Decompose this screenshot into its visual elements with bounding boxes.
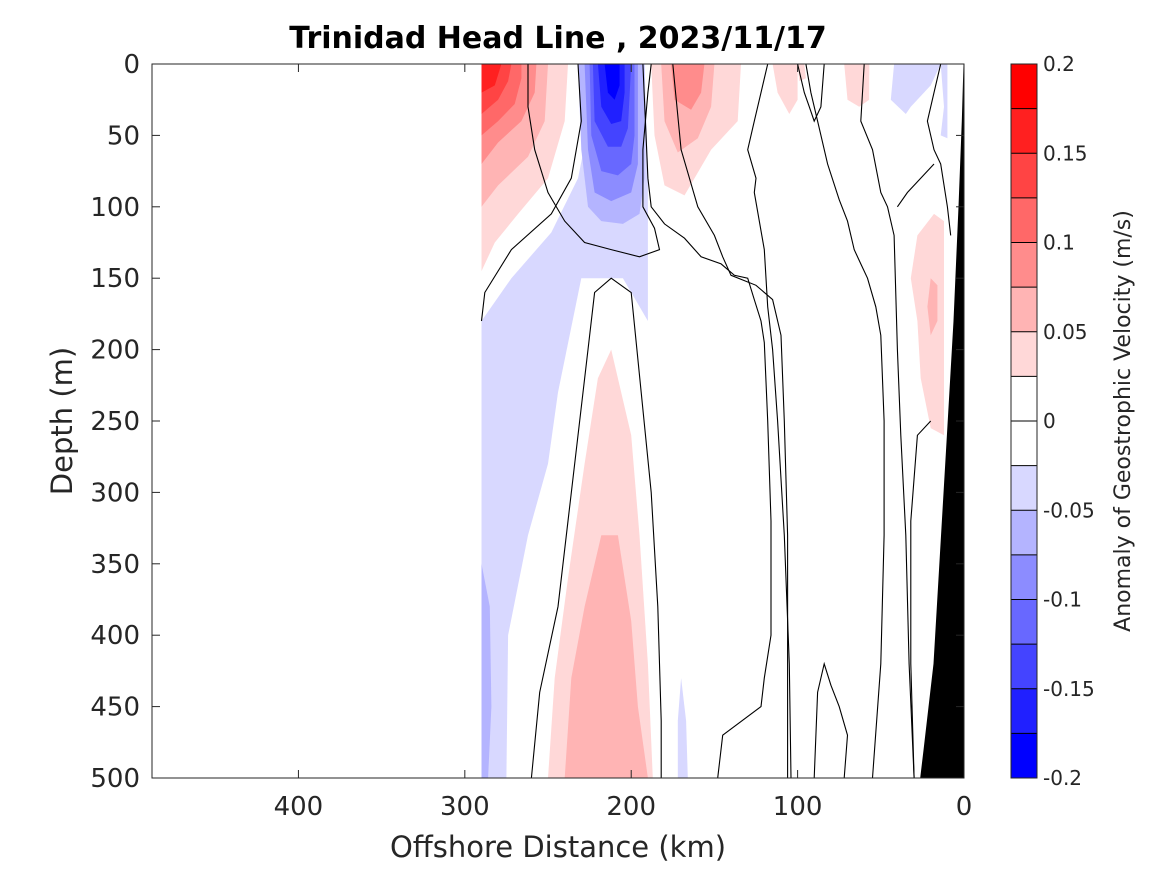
y-tick-label: 350 bbox=[90, 550, 140, 580]
colorbar-tick-label: 0.05 bbox=[1043, 320, 1088, 344]
colorbar-swatch bbox=[1011, 242, 1037, 288]
colorbar-swatch bbox=[1011, 197, 1037, 243]
x-tick-label: 400 bbox=[274, 792, 324, 822]
zero-contour-line bbox=[860, 63, 915, 779]
contour-band-deep-negative-inner bbox=[481, 563, 492, 778]
colorbar-tick-label: 0.1 bbox=[1043, 231, 1075, 255]
y-tick-label: 50 bbox=[107, 121, 140, 151]
contour-band-patch-1 bbox=[772, 64, 798, 114]
y-tick-label: 500 bbox=[90, 764, 140, 794]
chart-title: Trinidad Head Line , 2023/11/17 bbox=[289, 21, 826, 56]
contour-band-nearshore-negative-2 bbox=[940, 64, 948, 139]
zero-contour-line bbox=[797, 63, 825, 123]
zero-contour-line bbox=[747, 63, 792, 779]
colorbar-swatch bbox=[1011, 733, 1037, 778]
contour-band-nearshore-positive-1 bbox=[910, 213, 944, 436]
colorbar-tick-label: -0.15 bbox=[1043, 677, 1095, 701]
zero-contour-line bbox=[926, 63, 952, 236]
contour-band-deep-positive-core bbox=[564, 535, 648, 778]
colorbar-tick-label: 0 bbox=[1043, 409, 1056, 433]
colorbar-tick-label: 0.2 bbox=[1043, 52, 1075, 76]
y-tick-label: 200 bbox=[90, 336, 140, 366]
colorbar-swatch bbox=[1011, 465, 1037, 511]
colorbar: 0.2 0.15 0.1 0.05 0 -0.05 -0.1 -0.15 -0.2 bbox=[1010, 52, 1095, 790]
colorbar-tick-label: -0.05 bbox=[1043, 498, 1095, 522]
y-tick-label: 450 bbox=[90, 693, 140, 723]
x-tick-label: 200 bbox=[606, 792, 656, 822]
colorbar-frame bbox=[1010, 63, 1038, 779]
x-axis-title: Offshore Distance (km) bbox=[390, 830, 726, 864]
zero-contour-line bbox=[813, 661, 849, 779]
zero-contour-line bbox=[910, 420, 932, 779]
y-tick-label: 100 bbox=[90, 193, 140, 223]
contour-band-surface-lobe-3 bbox=[671, 64, 705, 110]
zero-contour-line bbox=[805, 63, 885, 779]
contour-band-patch-3 bbox=[844, 64, 870, 107]
y-tick-label: 300 bbox=[90, 478, 140, 508]
zero-contour-line bbox=[527, 63, 661, 258]
y-tick-label: 400 bbox=[90, 621, 140, 651]
contour-band-nearshore-positive-2 bbox=[927, 278, 938, 336]
zero-contour-line bbox=[642, 63, 772, 779]
contour-fills bbox=[481, 64, 948, 778]
y-tick-label: 0 bbox=[123, 50, 140, 80]
x-axis: 400 300 200 100 0 bbox=[274, 64, 973, 822]
plot-area: 400 300 200 100 0 0 50 100 150 200 250 300 350 400 45… bbox=[90, 50, 972, 822]
zero-contour-line bbox=[896, 163, 935, 208]
colorbar-swatch bbox=[1011, 554, 1037, 600]
contour-band-patch-4 bbox=[860, 64, 870, 79]
zero-contour-line bbox=[672, 63, 789, 778]
y-axis-title: Depth (m) bbox=[45, 347, 79, 495]
colorbar-swatch bbox=[1011, 421, 1037, 466]
contour-band-nearshore-negative bbox=[890, 64, 941, 114]
colorbar-title: Anomaly of Geostrophic Velocity (m/s) bbox=[1111, 210, 1136, 632]
contour-band-deep-negative-band bbox=[481, 64, 648, 778]
colorbar-swatch bbox=[1011, 64, 1037, 109]
x-tick-label: 0 bbox=[956, 792, 973, 822]
y-tick-label: 250 bbox=[90, 407, 140, 437]
x-tick-label: 100 bbox=[773, 792, 823, 822]
colorbar-tick-label: 0.15 bbox=[1043, 141, 1088, 165]
contour-band-surface-negative-6 bbox=[604, 64, 620, 100]
contour-band-small-negative-sliver bbox=[677, 678, 688, 778]
colorbar-swatch bbox=[1011, 108, 1037, 154]
zero-contour-line bbox=[480, 63, 582, 322]
colorbar-swatch bbox=[1011, 688, 1037, 734]
zero-contours bbox=[480, 63, 952, 779]
colorbar-swatch bbox=[1011, 287, 1037, 332]
colorbar-swatch bbox=[1011, 599, 1037, 645]
colorbar-swatch bbox=[1011, 153, 1037, 198]
colorbar-tick-label: -0.1 bbox=[1043, 588, 1082, 612]
contour-band-surface-positive-6 bbox=[481, 64, 502, 93]
colorbar-tick-label: -0.2 bbox=[1043, 766, 1082, 790]
colorbar-swatch bbox=[1011, 331, 1037, 377]
y-tick-label: 150 bbox=[90, 264, 140, 294]
colorbar-swatch bbox=[1011, 376, 1037, 421]
colorbar-swatch bbox=[1011, 644, 1037, 689]
colorbar-swatch bbox=[1011, 510, 1037, 555]
contour-band-patch-2 bbox=[797, 64, 806, 82]
x-tick-label: 300 bbox=[440, 792, 490, 822]
y-axis: 0 50 100 150 200 250 300 350 400 450 500 bbox=[90, 50, 964, 794]
zero-contour-line bbox=[530, 277, 662, 779]
